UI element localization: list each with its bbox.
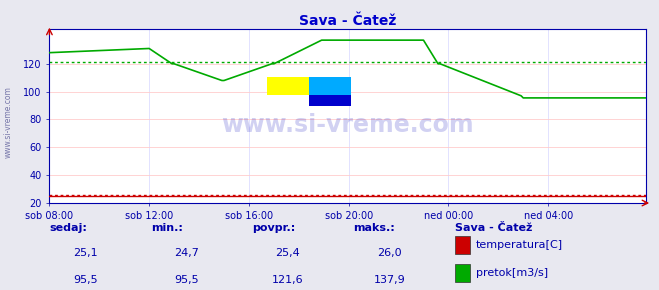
Text: www.si-vreme.com: www.si-vreme.com xyxy=(3,86,13,158)
Text: 95,5: 95,5 xyxy=(73,276,98,285)
Text: 25,1: 25,1 xyxy=(73,248,98,258)
Bar xyxy=(455,236,470,254)
Text: www.si-vreme.com: www.si-vreme.com xyxy=(221,113,474,137)
Text: 25,4: 25,4 xyxy=(275,248,301,258)
Text: sedaj:: sedaj: xyxy=(49,223,87,233)
Text: maks.:: maks.: xyxy=(354,223,395,233)
Text: 121,6: 121,6 xyxy=(272,276,304,285)
Text: 24,7: 24,7 xyxy=(174,248,199,258)
Text: 26,0: 26,0 xyxy=(377,248,402,258)
Text: min.:: min.: xyxy=(151,223,183,233)
Bar xyxy=(309,77,351,95)
Text: povpr.:: povpr.: xyxy=(252,223,295,233)
Bar xyxy=(455,264,470,282)
Bar xyxy=(267,77,309,95)
Text: Sava - Čatež: Sava - Čatež xyxy=(455,223,532,233)
Text: 95,5: 95,5 xyxy=(174,276,199,285)
Title: Sava - Čatež: Sava - Čatež xyxy=(299,14,396,28)
Text: pretok[m3/s]: pretok[m3/s] xyxy=(476,268,548,278)
Text: temperatura[C]: temperatura[C] xyxy=(476,240,563,250)
Text: 137,9: 137,9 xyxy=(374,276,405,285)
Bar xyxy=(309,95,351,106)
